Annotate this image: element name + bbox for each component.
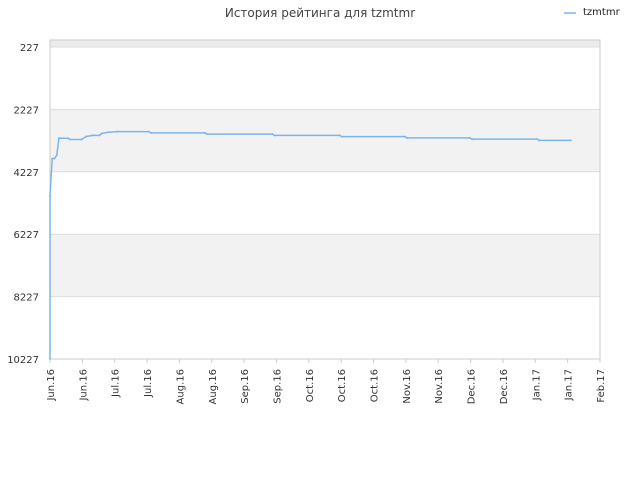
- x-tick-label: Sep.16: [272, 369, 283, 404]
- legend-label: tzmtmr: [583, 7, 621, 18]
- data-point: [471, 138, 474, 141]
- data-point: [150, 131, 153, 134]
- plot-band: [50, 171, 600, 235]
- series-line: [49, 130, 571, 359]
- data-point: [206, 133, 209, 136]
- x-tick-label: Oct.16: [305, 369, 316, 402]
- data-point: [405, 136, 408, 139]
- data-point: [51, 157, 54, 160]
- data-point: [271, 133, 274, 136]
- x-tick-label: Jul.16: [143, 369, 154, 398]
- y-tick-label: 6227: [14, 230, 39, 241]
- y-tick-label: 2227: [14, 105, 39, 116]
- data-point: [273, 134, 276, 137]
- x-tick-label: Jun.16: [78, 369, 89, 402]
- plot-bands: [50, 40, 600, 359]
- data-point: [403, 135, 406, 138]
- plot-band: [50, 109, 600, 172]
- data-point: [338, 134, 341, 137]
- data-point: [98, 134, 101, 137]
- x-tick-label: Aug.16: [175, 369, 186, 404]
- plot-band: [50, 296, 600, 359]
- data-point: [55, 154, 58, 157]
- data-point: [340, 135, 343, 138]
- data-point: [100, 132, 103, 135]
- data-point: [569, 139, 572, 142]
- x-tick-label: Jan.17: [564, 369, 575, 401]
- data-point: [147, 130, 150, 133]
- legend[interactable]: tzmtmr: [564, 7, 621, 18]
- data-point: [69, 138, 72, 141]
- plot-band: [50, 234, 600, 297]
- x-tick-label: Nov.16: [434, 369, 445, 404]
- x-tick-label: Jul.16: [111, 369, 122, 398]
- x-tick-label: Feb.17: [596, 369, 607, 403]
- x-tick-label: Sep.16: [240, 369, 251, 404]
- data-point: [49, 194, 51, 197]
- x-tick-label: Jan.17: [531, 369, 542, 401]
- data-point: [107, 131, 110, 134]
- data-point: [84, 135, 87, 138]
- data-point: [116, 130, 119, 133]
- x-tick-label: Aug.16: [208, 369, 219, 404]
- x-tick-label: Oct.16: [370, 369, 381, 402]
- y-axis-ticks: 227 2227 4227 6227 8227 10227: [7, 43, 39, 366]
- data-point: [53, 157, 56, 160]
- x-tick-label: Dec.16: [467, 369, 478, 404]
- x-tick-label: Jun.16: [46, 369, 57, 402]
- y-tick-label: 4227: [14, 168, 39, 179]
- data-point: [66, 137, 69, 140]
- y-tick-label: 227: [20, 43, 39, 54]
- series-layer: [49, 130, 572, 360]
- data-point: [80, 138, 83, 141]
- data-point: [57, 137, 60, 140]
- data-point: [203, 131, 206, 134]
- plot-top-strip: [50, 40, 600, 47]
- data-point: [538, 139, 541, 142]
- y-tick-label: 10227: [7, 355, 39, 366]
- x-tick-label: Nov.16: [402, 369, 413, 404]
- chart-title: История рейтинга для tzmtmr: [225, 6, 415, 20]
- x-tick-label: Oct.16: [337, 369, 348, 402]
- y-tick-label: 8227: [14, 293, 39, 304]
- x-tick-label: Dec.16: [499, 369, 510, 404]
- plot-band: [50, 47, 600, 110]
- x-axis-ticks: Jun.16 Jun.16 Jul.16 Jul.16 Aug.16 Aug.16 Sep.…: [46, 359, 607, 404]
- data-point: [468, 136, 471, 139]
- data-point: [536, 138, 539, 141]
- data-point: [91, 134, 94, 137]
